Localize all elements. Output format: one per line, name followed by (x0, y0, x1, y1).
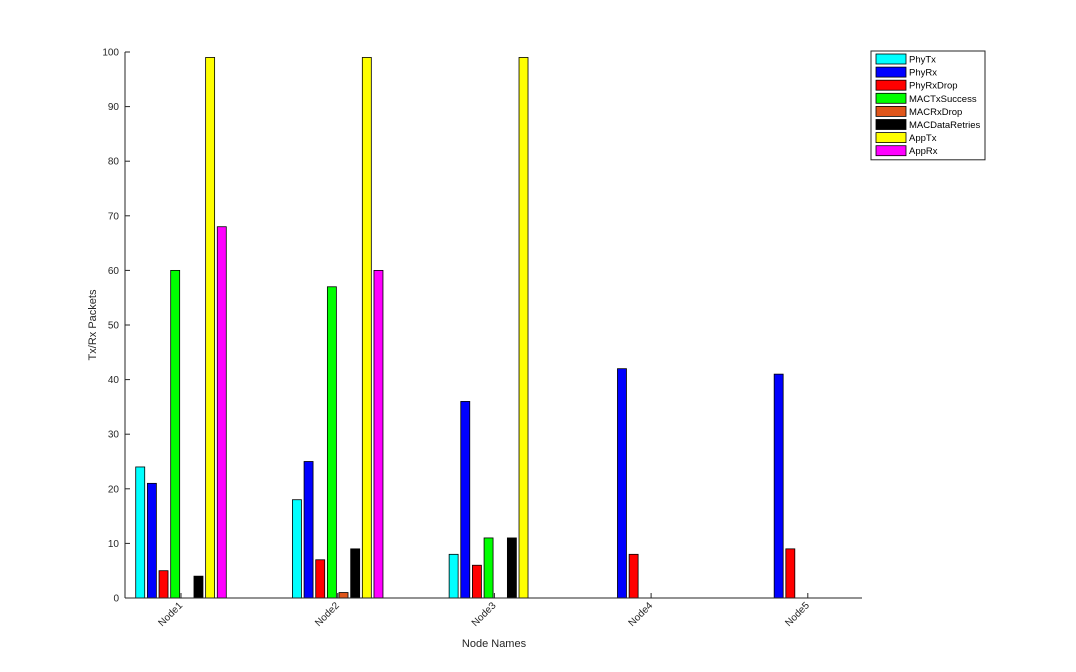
x-tick-label: Node5 (783, 600, 812, 629)
bar-PhyTx-Node2 (292, 499, 302, 599)
x-tick-label: Node2 (313, 600, 342, 629)
legend-swatch-PhyRx (875, 66, 907, 78)
legend-swatch-PhyTx (875, 53, 907, 65)
bar-PhyRxDrop-Node3 (472, 564, 482, 599)
y-tick-label: 70 (108, 211, 120, 222)
bar-MACDataRetries-Node3 (506, 537, 517, 599)
x-tick-label: Node1 (157, 600, 186, 629)
legend-swatch-PhyRxDrop (875, 79, 907, 91)
bar-MACDataRetries-Node2 (350, 548, 361, 599)
y-tick-label: 20 (108, 484, 120, 495)
x-tick-label: Node4 (627, 600, 656, 629)
legend-label-PhyRx: PhyRx (909, 68, 937, 79)
y-tick-label: 10 (108, 539, 120, 550)
legend-label-MACDataRetries: MACDataRetries (909, 120, 981, 131)
bar-PhyRxDrop-Node1 (158, 570, 169, 599)
legend-swatch-AppTx (875, 132, 907, 144)
y-tick-label: 90 (108, 102, 120, 113)
legend-swatch-MACTxSuccess (875, 92, 907, 104)
legend-swatch-AppRx (875, 145, 907, 157)
bar-MACTxSuccess-Node1 (170, 269, 181, 599)
legend-swatch-MACRxDrop (875, 106, 907, 117)
y-tick-label: 80 (108, 157, 120, 168)
legend-label-MACTxSuccess: MACTxSuccess (909, 94, 977, 105)
bar-PhyRx-Node3 (460, 401, 471, 599)
bar-PhyRx-Node4 (617, 368, 627, 599)
y-tick-label: 40 (108, 375, 120, 386)
y-tick-label: 50 (108, 321, 120, 332)
y-tick-label: 60 (108, 266, 120, 277)
bar-PhyRxDrop-Node2 (315, 559, 326, 599)
legend-label-PhyRxDrop: PhyRxDrop (909, 81, 958, 92)
bar-PhyRx-Node5 (773, 373, 784, 599)
bar-MACTxSuccess-Node3 (483, 537, 494, 599)
bar-PhyRx-Node2 (303, 461, 314, 599)
bar-AppTx-Node2 (361, 57, 372, 599)
bars-group (135, 57, 796, 599)
legend: PhyTx PhyRx PhyRxDrop MACTxSuccess MACRxDrop… (870, 50, 986, 161)
legend-swatch-MACDataRetries (875, 119, 907, 130)
y-axis-label: Tx/Rx Packets (87, 289, 99, 360)
axes-group: 0 10 20 30 40 50 60 70 80 90 100 Node1 Node2 Node3 Nod… (102, 48, 862, 629)
y-tick-label: 30 (108, 430, 120, 441)
legend-label-AppRx: AppRx (909, 146, 938, 157)
legend-label-MACRxDrop: MACRxDrop (909, 107, 962, 118)
y-tick-label: 0 (113, 594, 119, 605)
bar-MACRxDrop-Node2 (338, 592, 349, 599)
bar-PhyRx-Node1 (146, 482, 157, 599)
bar-PhyRxDrop-Node5 (785, 548, 796, 599)
bar-PhyTx-Node3 (448, 553, 459, 599)
legend-label-AppTx: AppTx (909, 133, 937, 144)
bar-AppRx-Node1 (216, 226, 227, 599)
bar-MACDataRetries-Node1 (193, 575, 204, 599)
bar-AppTx-Node1 (205, 57, 216, 599)
x-axis-label: Node Names (462, 638, 527, 650)
bar-MACTxSuccess-Node2 (326, 286, 337, 599)
bar-AppTx-Node3 (518, 57, 529, 599)
y-tick-label: 100 (102, 48, 119, 59)
bar-PhyTx-Node1 (135, 466, 146, 599)
x-tick-label: Node3 (470, 600, 499, 629)
bar-PhyRxDrop-Node4 (628, 553, 639, 599)
bar-AppRx-Node2 (373, 269, 384, 599)
legend-label-PhyTx: PhyTx (909, 55, 936, 66)
